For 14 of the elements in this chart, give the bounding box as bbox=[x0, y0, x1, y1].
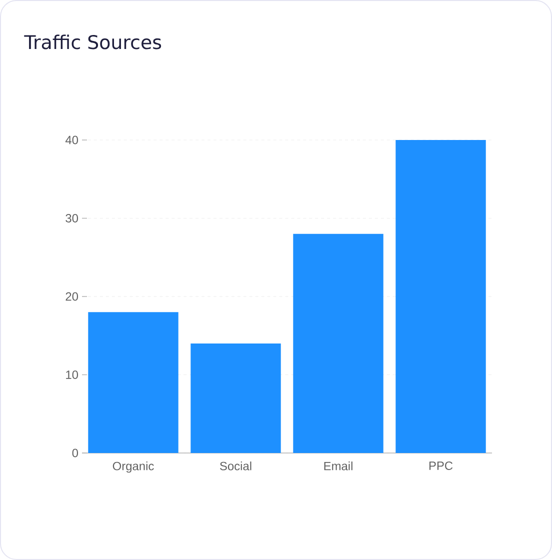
bar bbox=[396, 140, 486, 453]
bar bbox=[88, 312, 178, 453]
y-tick-label: 20 bbox=[66, 292, 78, 301]
x-tick-label: Organic bbox=[112, 462, 154, 473]
x-tick-label: Email bbox=[324, 462, 352, 470]
y-tick-label: 10 bbox=[66, 370, 78, 379]
y-tick-label: 30 bbox=[66, 214, 78, 222]
bar bbox=[293, 234, 384, 453]
x-tick-label: Social bbox=[220, 462, 252, 470]
bar bbox=[190, 343, 281, 453]
x-tick-label: PPC bbox=[429, 462, 453, 470]
y-tick-label: 0 bbox=[72, 448, 78, 458]
chart-title: Traffic Sources bbox=[24, 34, 162, 50]
y-tick-label: 40 bbox=[65, 136, 78, 144]
